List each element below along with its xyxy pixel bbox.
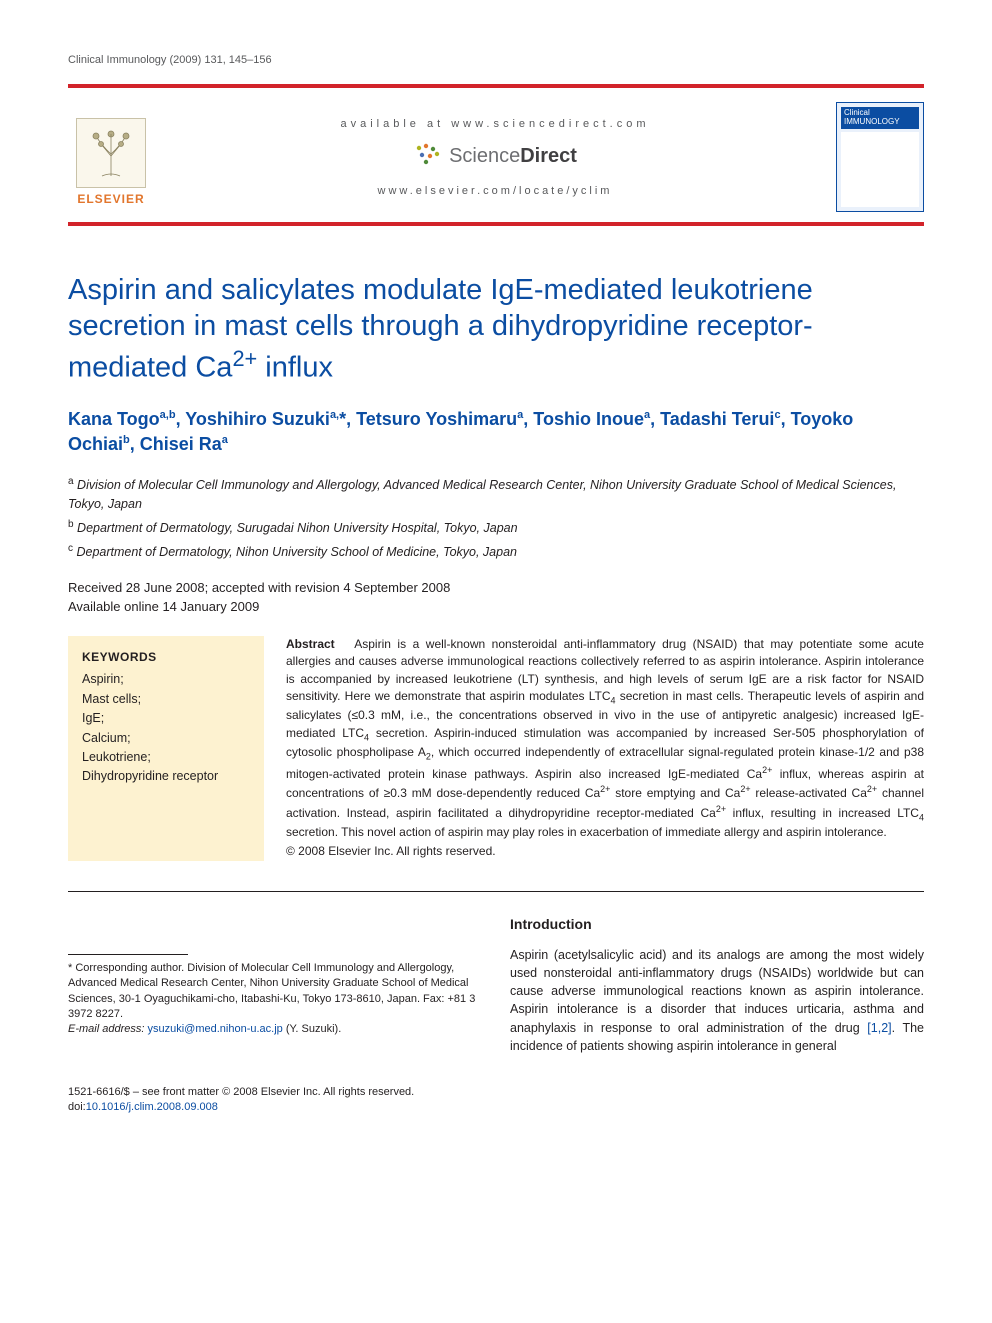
affiliation: b Department of Dermatology, Surugadai N… — [68, 517, 924, 538]
journal-cover-thumbnail: Clinical IMMUNOLOGY — [836, 102, 924, 212]
keyword: IgE; — [82, 709, 250, 728]
cover-title: Clinical IMMUNOLOGY — [841, 107, 919, 129]
introduction-heading: Introduction — [510, 914, 924, 934]
affiliation: a Division of Molecular Cell Immunology … — [68, 474, 924, 514]
keywords-box: KEYWORDS Aspirin; Mast cells; IgE; Calci… — [68, 636, 264, 861]
bottom-meta: 1521-6616/$ – see front matter © 2008 El… — [68, 1085, 924, 1116]
keyword: Calcium; — [82, 729, 250, 748]
elsevier-tree-icon — [76, 118, 146, 188]
corresponding-email-link[interactable]: ysuzuki@med.nihon-u.ac.jp — [147, 1023, 282, 1035]
available-online-line: Available online 14 January 2009 — [68, 598, 924, 616]
masthead: ELSEVIER available at www.sciencedirect.… — [68, 84, 924, 226]
sciencedirect-logo: ScienceDirect — [413, 142, 577, 171]
abstract: Abstract Aspirin is a well-known nonster… — [286, 636, 924, 861]
left-column: * Corresponding author. Division of Mole… — [68, 914, 482, 1055]
keywords-heading: KEYWORDS — [82, 648, 250, 667]
doi-label: doi: — [68, 1101, 86, 1113]
masthead-center: available at www.sciencedirect.com Scien… — [172, 118, 818, 197]
sd-wordmark: ScienceDirect — [449, 145, 577, 168]
article-title: Aspirin and salicylates modulate IgE-med… — [68, 272, 924, 385]
doi-link[interactable]: 10.1016/j.clim.2008.09.008 — [86, 1101, 218, 1113]
keyword: Mast cells; — [82, 690, 250, 709]
publisher-logo: ELSEVIER — [68, 108, 154, 206]
introduction-paragraph: Aspirin (acetylsalicylic acid) and its a… — [510, 946, 924, 1055]
keyword: Leukotriene; — [82, 748, 250, 767]
section-divider — [68, 891, 924, 892]
email-attribution: (Y. Suzuki). — [286, 1023, 341, 1035]
article-dates: Received 28 June 2008; accepted with rev… — [68, 579, 924, 615]
abstract-copyright: © 2008 Elsevier Inc. All rights reserved… — [286, 843, 924, 860]
received-accepted-line: Received 28 June 2008; accepted with rev… — [68, 579, 924, 597]
issn-copyright-line: 1521-6616/$ – see front matter © 2008 El… — [68, 1085, 924, 1100]
corresponding-author-footnote: * Corresponding author. Division of Mole… — [68, 961, 482, 1038]
sd-dots-icon — [413, 142, 443, 171]
email-label: E-mail address: — [68, 1023, 144, 1035]
journal-locate-url: www.elsevier.com/locate/yclim — [172, 185, 818, 197]
running-head: Clinical Immunology (2009) 131, 145–156 — [68, 54, 924, 66]
cover-body-placeholder — [841, 132, 919, 207]
keyword: Aspirin; — [82, 670, 250, 689]
affiliation: c Department of Dermatology, Nihon Unive… — [68, 541, 924, 562]
abstract-label: Abstract — [286, 637, 335, 651]
available-at-line: available at www.sciencedirect.com — [172, 118, 818, 130]
right-column: Introduction Aspirin (acetylsalicylic ac… — [510, 914, 924, 1055]
affiliations: a Division of Molecular Cell Immunology … — [68, 474, 924, 561]
footnote-rule — [68, 954, 188, 955]
abstract-body: Aspirin is a well-known nonsteroidal ant… — [286, 637, 924, 839]
publisher-name: ELSEVIER — [77, 192, 144, 206]
keyword: Dihydropyridine receptor — [82, 767, 250, 786]
author-list: Kana Togoa,b, Yoshihiro Suzukia,*, Tetsu… — [68, 407, 924, 456]
